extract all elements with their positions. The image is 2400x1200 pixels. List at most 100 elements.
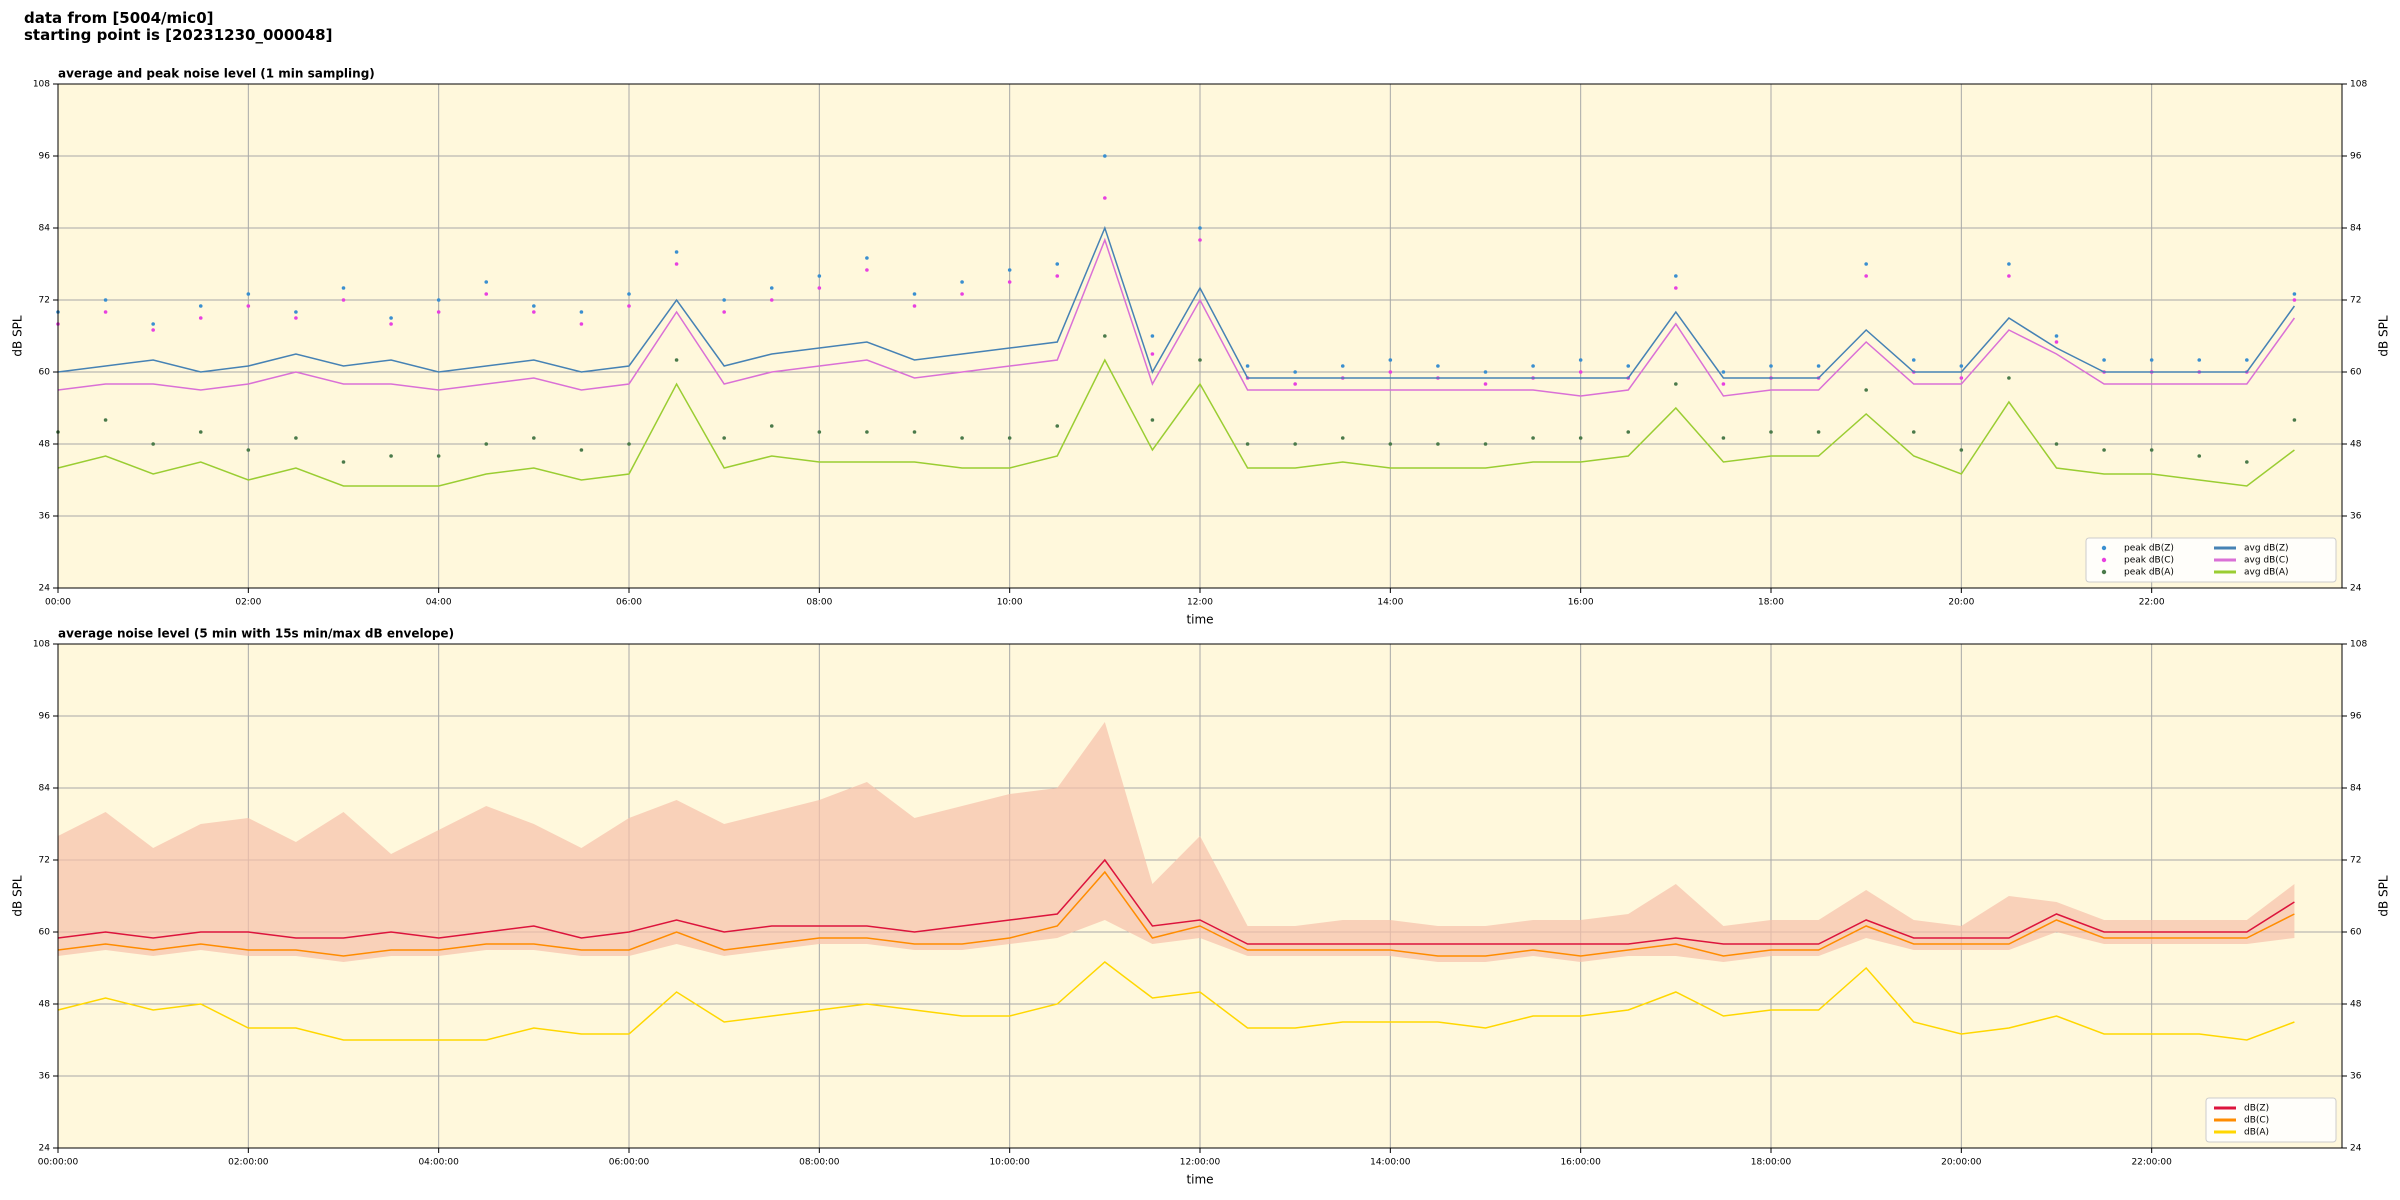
peak-point [674, 358, 679, 362]
x-tick-label: 08:00:00 [799, 1158, 840, 1168]
peak-point [1436, 442, 1440, 446]
y-tick-label: 48 [2350, 1000, 2362, 1010]
y-tick-label: 48 [39, 1000, 51, 1010]
peak-point [960, 280, 964, 284]
x-tick-label: 04:00:00 [418, 1158, 459, 1168]
x-tick-label: 16:00:00 [1560, 1158, 1601, 1168]
y-tick-label: 36 [2350, 1072, 2362, 1082]
peak-point [1721, 370, 1726, 374]
peak-point [1340, 364, 1345, 368]
peak-point [246, 448, 251, 452]
peak-point [2007, 262, 2011, 266]
peak-point [1293, 382, 1297, 386]
legend-label: peak dB(Z) [2124, 544, 2174, 554]
legend-marker [2101, 545, 2107, 551]
envelope-band [58, 722, 2295, 962]
peak-point [1198, 358, 1202, 362]
legend-marker [2101, 569, 2107, 575]
peak-point [674, 262, 679, 266]
peak-point [436, 454, 441, 458]
peak-point [103, 310, 108, 314]
peak-point [817, 430, 822, 434]
peak-point [2007, 274, 2011, 278]
peak-point [627, 442, 631, 446]
y-tick-label: 84 [39, 784, 51, 794]
peak-point [198, 430, 203, 434]
peak-point [103, 418, 108, 422]
line [57, 858, 2295, 945]
x-tick-label: 02:00 [235, 598, 261, 608]
peak-point [1531, 364, 1535, 368]
peak-point [627, 292, 631, 296]
x-tick-label: 12:00:00 [1180, 1158, 1221, 1168]
peak-point [484, 442, 489, 446]
x-tick-label: 10:00 [997, 598, 1023, 608]
peak-point [532, 436, 536, 440]
peak-point [1245, 364, 1250, 368]
peak-point [769, 424, 774, 428]
peak-point [1103, 196, 1107, 200]
x-tick-label: 00:00:00 [38, 1158, 79, 1168]
peak-point [1959, 376, 1964, 380]
y-axis-label: dB SPL [2377, 315, 2391, 357]
y-tick-label: 96 [2350, 712, 2362, 722]
peak-point [1674, 274, 1678, 278]
y-tick-label: 60 [2350, 928, 2362, 938]
peak-point [1864, 262, 1868, 266]
header: data from [5004/mic0] starting point is … [24, 10, 332, 44]
peak-point [1007, 280, 1012, 284]
line [57, 225, 2296, 379]
peak-point [436, 298, 441, 302]
peak-point [294, 436, 298, 440]
peak-point [2054, 334, 2059, 338]
peak-point [1483, 370, 1488, 374]
peak-point [389, 322, 393, 326]
peak-point [1769, 364, 1773, 368]
peak-point [294, 310, 298, 314]
line [57, 358, 2295, 487]
peak-point [722, 436, 726, 440]
x-axis-label: time [1186, 613, 1213, 627]
legend-label: peak dB(A) [2124, 568, 2174, 578]
y-tick-label: 36 [39, 512, 51, 522]
y-tick-label: 72 [2350, 296, 2361, 306]
y-axis-label: dB SPL [2377, 875, 2391, 917]
peak-point [1674, 382, 1678, 386]
legend-label: avg dB(A) [2244, 568, 2288, 578]
y-tick-label: 72 [39, 856, 50, 866]
line [57, 237, 2296, 397]
y-tick-label: 48 [2350, 440, 2362, 450]
chart-title: average and peak noise level (1 min samp… [58, 67, 375, 81]
peak-point [865, 268, 869, 272]
peak-point [1578, 358, 1583, 362]
legend-label: dB(A) [2244, 1128, 2269, 1138]
legend-label: avg dB(Z) [2244, 544, 2289, 554]
peak-point [1340, 436, 1345, 440]
peak-point [389, 316, 393, 320]
peak-point [1864, 388, 1868, 392]
peak-point [246, 304, 251, 308]
peak-point [1721, 436, 1726, 440]
peak-point [912, 304, 917, 308]
x-axis-label: time [1186, 1173, 1213, 1187]
x-tick-label: 12:00 [1187, 598, 1213, 608]
peak-point [2292, 298, 2297, 302]
peak-point [2197, 358, 2202, 362]
peak-point [1531, 436, 1535, 440]
peak-point [2245, 358, 2249, 362]
peak-point [151, 328, 155, 332]
peak-point [1007, 436, 1012, 440]
peak-point [960, 292, 964, 296]
peak-point [1911, 430, 1916, 434]
peak-point [103, 298, 108, 302]
x-tick-label: 08:00 [806, 598, 832, 608]
peak-point [341, 460, 346, 464]
y-tick-label: 60 [39, 368, 51, 378]
peak-point [769, 286, 774, 290]
legend-label: dB(C) [2244, 1116, 2269, 1126]
peak-point [1198, 238, 1202, 242]
legend-label: dB(Z) [2244, 1104, 2269, 1114]
peak-point [1578, 370, 1583, 374]
peak-point [1959, 448, 1964, 452]
y-tick-label: 36 [2350, 512, 2362, 522]
